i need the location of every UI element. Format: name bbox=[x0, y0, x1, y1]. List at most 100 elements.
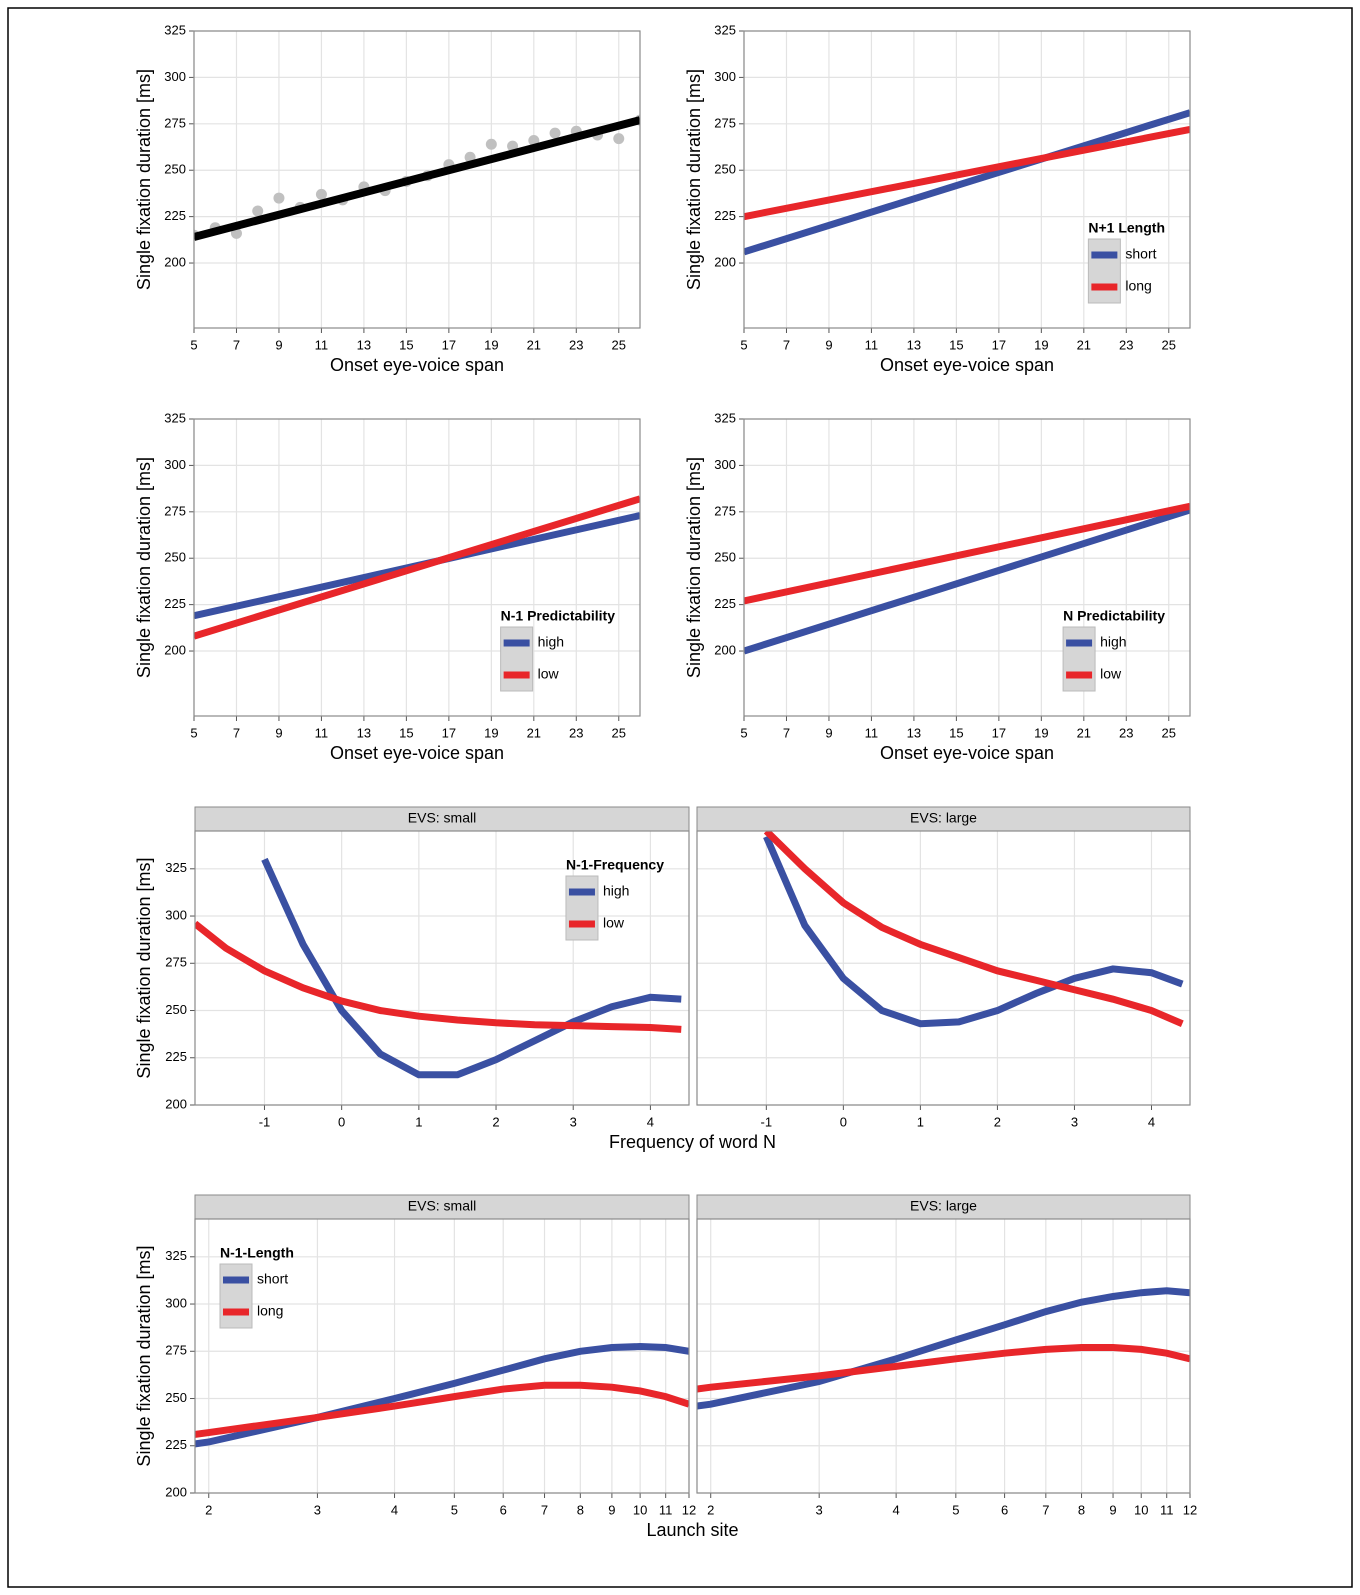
x-tick-label: 9 bbox=[608, 1502, 615, 1517]
y-tick-label: 250 bbox=[714, 162, 736, 177]
x-axis-title: Onset eye-voice span bbox=[880, 355, 1054, 375]
y-axis-title: Single fixation duration [ms] bbox=[134, 857, 154, 1078]
y-tick-label: 300 bbox=[164, 69, 186, 84]
plot-area bbox=[763, 831, 1184, 1028]
x-tick-label: -1 bbox=[761, 1114, 773, 1129]
x-tick-label: 7 bbox=[233, 725, 240, 740]
x-tick-label: 19 bbox=[484, 725, 498, 740]
x-tick-label: 21 bbox=[527, 337, 541, 352]
y-tick-label: 275 bbox=[165, 955, 187, 970]
y-tick-label: 275 bbox=[164, 503, 186, 518]
x-tick-label: 2 bbox=[994, 1114, 1001, 1129]
legend-key-bg bbox=[500, 626, 534, 692]
y-tick-label: 225 bbox=[165, 1437, 187, 1452]
panel-border bbox=[193, 418, 641, 717]
plot-area bbox=[194, 114, 640, 241]
y-tick-label: 200 bbox=[714, 642, 736, 657]
x-tick-label: 23 bbox=[1119, 337, 1133, 352]
legend-key-bg bbox=[1062, 626, 1096, 692]
plot-area bbox=[744, 109, 1190, 256]
frame bbox=[7, 7, 1353, 1588]
y-tick-label: 325 bbox=[164, 410, 186, 425]
x-tick-label: 5 bbox=[451, 1502, 458, 1517]
panel bbox=[744, 419, 1190, 716]
series-line bbox=[697, 1287, 1190, 1410]
y-tick-label: 275 bbox=[714, 115, 736, 130]
facet-title: EVS: large bbox=[910, 1198, 977, 1214]
x-tick-label: 13 bbox=[907, 337, 921, 352]
point bbox=[549, 127, 561, 139]
y-tick-label: 300 bbox=[714, 69, 736, 84]
facet-strip bbox=[696, 806, 1191, 832]
x-tick-label: 0 bbox=[840, 1114, 847, 1129]
x-tick-label: 10 bbox=[1134, 1502, 1148, 1517]
x-tick-label: 13 bbox=[357, 337, 371, 352]
x-tick-label: 3 bbox=[314, 1502, 321, 1517]
x-tick-label: 8 bbox=[577, 1502, 584, 1517]
legend-key-bg bbox=[219, 1263, 253, 1329]
x-tick-label: 1 bbox=[415, 1114, 422, 1129]
plot-area bbox=[195, 1343, 689, 1448]
y-tick-label: 275 bbox=[164, 115, 186, 130]
facet-title: EVS: small bbox=[408, 1198, 476, 1214]
legend-key-bg bbox=[565, 875, 599, 941]
y-tick-label: 325 bbox=[164, 22, 186, 37]
x-tick-label: 4 bbox=[647, 1114, 654, 1129]
x-tick-label: 5 bbox=[740, 337, 747, 352]
x-tick-label: 21 bbox=[527, 725, 541, 740]
x-tick-label: -1 bbox=[259, 1114, 271, 1129]
x-tick-label: 9 bbox=[275, 337, 282, 352]
x-tick-label: 2 bbox=[205, 1502, 212, 1517]
x-tick-label: 25 bbox=[1162, 725, 1176, 740]
x-tick-label: 10 bbox=[633, 1502, 647, 1517]
x-axis-title: Launch site bbox=[646, 1520, 738, 1540]
y-tick-label: 275 bbox=[714, 503, 736, 518]
plot-area bbox=[697, 1287, 1190, 1410]
y-tick-label: 200 bbox=[164, 254, 186, 269]
x-tick-label: 15 bbox=[399, 337, 413, 352]
x-tick-label: 6 bbox=[1001, 1502, 1008, 1517]
x-tick-label: 11 bbox=[659, 1502, 673, 1517]
plot-area bbox=[195, 857, 682, 1079]
y-tick-label: 325 bbox=[165, 860, 187, 875]
legend-title: N Predictability bbox=[1063, 608, 1165, 624]
trend-line bbox=[194, 116, 640, 241]
x-tick-label: 13 bbox=[907, 725, 921, 740]
x-tick-label: 4 bbox=[1148, 1114, 1155, 1129]
legend-label: short bbox=[1125, 246, 1156, 262]
x-tick-label: 4 bbox=[893, 1502, 900, 1517]
y-tick-label: 250 bbox=[165, 1390, 187, 1405]
y-tick-label: 225 bbox=[714, 208, 736, 223]
panel-border bbox=[696, 1218, 1191, 1494]
point bbox=[613, 133, 625, 145]
series-line bbox=[763, 831, 1184, 1027]
x-axis-title: Onset eye-voice span bbox=[330, 355, 504, 375]
y-tick-label: 325 bbox=[714, 22, 736, 37]
x-tick-label: 3 bbox=[1071, 1114, 1078, 1129]
x-tick-label: 17 bbox=[992, 337, 1006, 352]
x-tick-label: 5 bbox=[952, 1502, 959, 1517]
plot-area bbox=[744, 502, 1190, 655]
x-tick-label: 11 bbox=[865, 725, 879, 740]
series-line bbox=[194, 495, 640, 640]
x-tick-label: 6 bbox=[500, 1502, 507, 1517]
legend-label: short bbox=[257, 1271, 288, 1287]
legend-label: long bbox=[257, 1303, 283, 1319]
x-tick-label: 2 bbox=[492, 1114, 499, 1129]
facet-strip bbox=[194, 1194, 690, 1220]
x-tick-label: 11 bbox=[865, 337, 879, 352]
point bbox=[252, 205, 264, 217]
legend-label: long bbox=[1125, 278, 1151, 294]
x-tick-label: 15 bbox=[399, 725, 413, 740]
x-tick-label: 19 bbox=[484, 337, 498, 352]
x-tick-label: 11 bbox=[1160, 1502, 1174, 1517]
x-tick-label: 3 bbox=[816, 1502, 823, 1517]
legend-title: N-1-Length bbox=[220, 1245, 294, 1261]
facet-title: EVS: large bbox=[910, 810, 977, 826]
y-tick-label: 325 bbox=[165, 1248, 187, 1263]
y-tick-label: 225 bbox=[164, 208, 186, 223]
y-tick-label: 300 bbox=[164, 457, 186, 472]
y-tick-label: 300 bbox=[165, 1295, 187, 1310]
panel-border bbox=[194, 1218, 690, 1494]
